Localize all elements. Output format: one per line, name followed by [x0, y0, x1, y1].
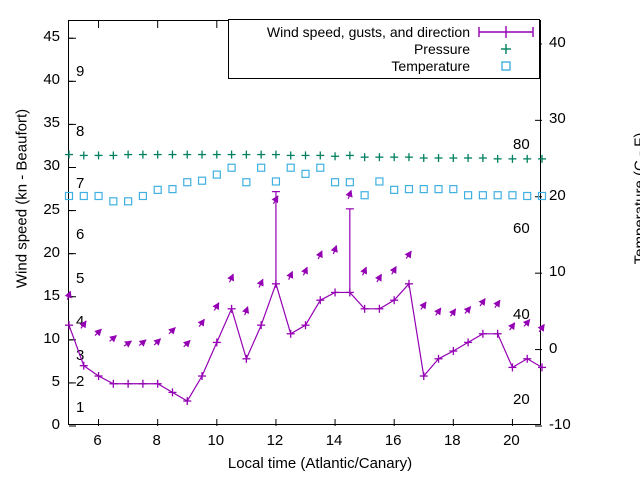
beaufort-label-1: 1 [76, 398, 85, 416]
beaufort-label-5: 5 [76, 269, 85, 287]
y-tick-left-30: 30 [43, 157, 60, 175]
y-tick-left-20: 20 [43, 243, 60, 261]
beaufort-label-4: 4 [76, 312, 85, 330]
x-tick-12: 12 [266, 432, 284, 449]
beaufort-label-7: 7 [76, 174, 85, 192]
series-temperature [64, 163, 547, 206]
x-tick-10: 10 [207, 432, 225, 449]
x-tick-16: 16 [384, 432, 402, 449]
x-tick-20: 20 [503, 432, 520, 449]
series-pressure [65, 150, 546, 163]
x-tick-18: 18 [443, 432, 461, 449]
x-tick-8: 8 [152, 432, 161, 449]
fahrenheit-label-60: 60 [513, 220, 530, 238]
y-tick-left-35: 35 [43, 114, 60, 132]
line-errorbar-key [477, 24, 535, 40]
y-tick-right-30: 30 [549, 110, 566, 128]
y-tick-right-40: 40 [549, 33, 566, 51]
y-tick-left-10: 10 [43, 329, 60, 347]
x-tick-6: 6 [93, 432, 102, 449]
fahrenheit-label-20: 20 [513, 390, 530, 408]
y-tick-left-45: 45 [43, 28, 60, 46]
y-tick-left-15: 15 [43, 286, 60, 304]
series-wind-speed [64, 189, 546, 406]
beaufort-label-9: 9 [76, 62, 85, 80]
y-tick-left-25: 25 [43, 200, 60, 218]
y-tick-right--10: -10 [549, 416, 571, 433]
legend: Wind speed, gusts, and direction Pressur… [228, 19, 540, 79]
x-tick-14: 14 [325, 432, 343, 449]
legend-entry-pressure: Pressure [233, 40, 535, 57]
y-tick-left-40: 40 [43, 71, 60, 89]
fahrenheit-label-80: 80 [513, 135, 530, 153]
plus-key [477, 41, 535, 57]
plot-area [64, 20, 547, 427]
y-tick-left-0: 0 [51, 416, 60, 433]
square-key [477, 58, 535, 74]
legend-label-pressure: Pressure [413, 40, 470, 57]
legend-entry-temperature: Temperature [233, 57, 535, 74]
y-tick-right-20: 20 [549, 186, 566, 204]
legend-label-temperature: Temperature [391, 57, 470, 74]
x-axis-title: Local time (Atlantic/Canary) [227, 455, 413, 472]
y-tick-right-10: 10 [549, 263, 566, 281]
beaufort-label-2: 2 [76, 372, 85, 390]
beaufort-label-6: 6 [76, 226, 85, 244]
plot-canvas [64, 21, 547, 427]
y-tick-left-5: 5 [51, 372, 60, 390]
fahrenheit-label-40: 40 [513, 305, 530, 323]
y-tick-right-0: 0 [549, 339, 558, 357]
y-axis-right-title: Temperature (C - F) [631, 132, 640, 265]
legend-entry-wind: Wind speed, gusts, and direction [233, 23, 535, 40]
legend-label-wind: Wind speed, gusts, and direction [266, 23, 470, 40]
axis-tick-marks [69, 21, 542, 427]
beaufort-label-8: 8 [76, 123, 85, 141]
